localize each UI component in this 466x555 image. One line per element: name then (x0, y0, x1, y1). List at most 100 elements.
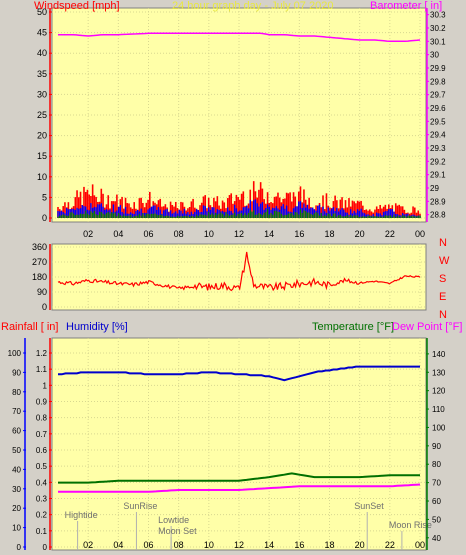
rain-y-tick-label: 0.7 (36, 430, 48, 439)
barometer-y-tick-label: 30.3 (430, 11, 446, 20)
humidity-axis-label: Humidity [%] (66, 321, 128, 333)
compass-label: N (439, 237, 447, 249)
humidity-x-tick-label: 12 (234, 540, 244, 550)
humidity-y-tick-label: 40 (12, 465, 21, 474)
wind-y-tick-label: 50 (37, 7, 47, 17)
wind-x-tick-label: 14 (264, 229, 274, 239)
humidity-y-tick-label: 70 (12, 407, 21, 416)
rainfall-axis-label: Rainfall [ in] (1, 321, 58, 333)
wind-x-tick-label: 06 (143, 229, 153, 239)
direction-y-tick-label: 90 (37, 287, 47, 297)
graph-title: 24 hour graph day - July 07 2020 (172, 0, 333, 12)
humidity-y-tick-label: 0 (17, 543, 22, 552)
temperature-y-ticks: 40 50 60 70 80 90 100 110 120 130 140 (426, 338, 446, 550)
wind-y-tick-label: 40 (37, 48, 47, 58)
barometer-y-ticks: 28.8 28.9 29 29.1 29.2 29.3 29.4 29.5 29.6 29.7 29… (426, 8, 446, 222)
dewpoint-line (58, 483, 421, 493)
humidity-x-tick-label: 18 (324, 540, 334, 550)
temperature-line (58, 472, 420, 484)
rain-y-tick-label: 0.2 (36, 511, 48, 520)
humidity-y-tick-label: 10 (12, 524, 21, 533)
event-label: Hightide (65, 510, 98, 520)
barometer-y-tick-label: 30.1 (430, 37, 446, 46)
barometer-y-tick-label: 28.8 (430, 211, 446, 220)
wind-series (57, 181, 421, 218)
humidity-x-tick-label: 00 (415, 540, 425, 550)
humidity-x-tick-label: 10 (204, 540, 214, 550)
wind-y-tick-label: 0 (42, 213, 47, 223)
barometer-y-tick-label: 28.9 (430, 197, 446, 206)
wind-x-ticks: 02 04 06 08 10 12 14 16 18 20 22 00 (83, 229, 425, 239)
barometer-y-tick-label: 29.9 (430, 64, 446, 73)
humidity-y-tick-label: 50 (12, 446, 21, 455)
compass-label: N (439, 309, 447, 321)
humidity-temp-series (58, 365, 421, 493)
temperature-axis-label: Temperature [°F] (312, 321, 394, 333)
rain-y-tick-label: 0.8 (36, 414, 48, 423)
humidity-x-tick-label: 06 (143, 540, 153, 550)
compass-label: W (439, 255, 450, 267)
rain-y-tick-label: 0.3 (36, 495, 48, 504)
wind-x-tick-label: 20 (355, 229, 365, 239)
humidity-y-tick-label: 20 (12, 504, 21, 513)
barometer-y-tick-label: 29.5 (430, 117, 446, 126)
direction-grid (52, 244, 426, 310)
dewpoint-axis-label: Dew Point [°F] (392, 321, 462, 333)
wind-y-ticks: 0 5 10 15 20 25 30 35 40 45 50 (37, 7, 52, 223)
compass-label: E (439, 291, 446, 303)
temperature-y-tick-label: 90 (432, 442, 441, 451)
temperature-y-tick-label: 40 (432, 534, 441, 543)
event-label: Moon Rise (389, 520, 432, 530)
temperature-y-tick-label: 70 (432, 479, 441, 488)
temperature-y-tick-label: 80 (432, 460, 441, 469)
humidity-x-tick-label: 08 (174, 540, 184, 550)
rain-y-tick-label: 0.4 (36, 478, 48, 487)
humidity-y-tick-label: 90 (12, 368, 21, 377)
humidity-line (58, 365, 420, 382)
barometer-y-tick-label: 30 (430, 51, 439, 60)
temperature-y-tick-label: 50 (432, 515, 441, 524)
humidity-y-ticks: 0 10 20 30 40 50 60 70 80 90 100 (8, 338, 26, 552)
humidity-grid (52, 338, 426, 550)
barometer-y-tick-label: 29.8 (430, 77, 446, 86)
wind-y-tick-label: 45 (37, 28, 47, 38)
temperature-y-tick-label: 130 (432, 368, 446, 377)
humidity-x-tick-label: 14 (264, 540, 274, 550)
wind-x-tick-label: 02 (83, 229, 93, 239)
temperature-y-tick-label: 140 (432, 350, 446, 359)
wind-x-tick-label: 18 (324, 229, 334, 239)
humidity-x-tick-label: 22 (385, 540, 395, 550)
humidity-y-tick-label: 30 (12, 485, 21, 494)
direction-y-tick-label: 180 (32, 272, 47, 282)
rain-y-tick-label: 0.9 (36, 398, 48, 407)
wind-x-tick-label: 22 (385, 229, 395, 239)
humidity-y-tick-label: 60 (12, 427, 21, 436)
wind-x-tick-label: 12 (234, 229, 244, 239)
humidity-y-tick-label: 100 (8, 349, 22, 358)
barometer-y-tick-label: 29.1 (430, 171, 446, 180)
barometer-line (58, 32, 421, 43)
rain-y-tick-label: 0.1 (36, 527, 48, 536)
temperature-y-tick-label: 120 (432, 387, 446, 396)
wind-y-tick-label: 5 (42, 192, 47, 202)
wind-x-tick-label: 16 (294, 229, 304, 239)
wind-y-tick-label: 10 (37, 172, 47, 182)
temperature-y-tick-label: 100 (432, 423, 446, 432)
humidity-x-tick-label: 02 (83, 540, 93, 550)
wind-x-tick-label: 00 (415, 229, 425, 239)
rain-y-tick-label: 0.6 (36, 446, 48, 455)
barometer-y-tick-label: 29.2 (430, 157, 446, 166)
event-label: Moon Set (158, 526, 197, 536)
barometer-axis-label: Barometer [ in] (370, 0, 442, 12)
wind-x-tick-label: 08 (174, 229, 184, 239)
barometer-y-tick-label: 29.6 (430, 104, 446, 113)
humidity-x-tick-label: 20 (355, 540, 365, 550)
wind-x-tick-label: 10 (204, 229, 214, 239)
direction-series (57, 251, 421, 292)
barometer-y-tick-label: 29.3 (430, 144, 446, 153)
humidity-x-ticks: 02 04 06 08 10 12 14 16 18 20 22 00 (83, 540, 425, 550)
